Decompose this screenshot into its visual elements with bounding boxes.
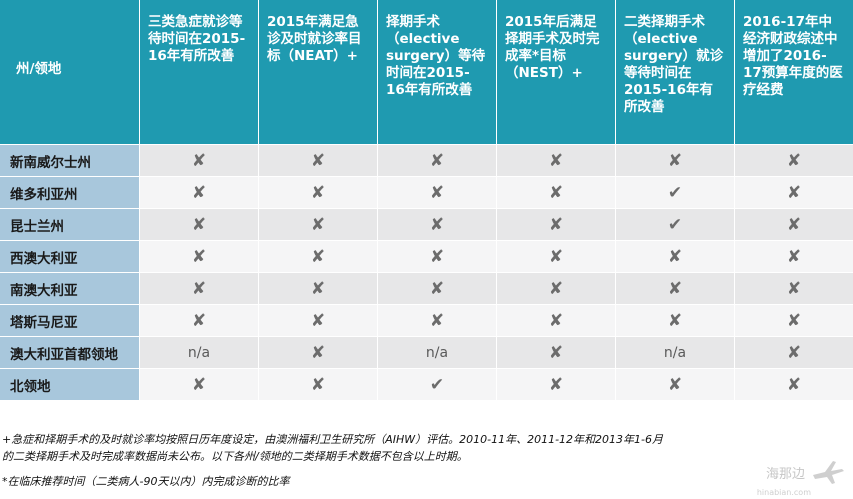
- footnote-line-1: +急症和择期手术的及时就诊率均按照日历年度设定，由澳洲福利卫生研究所（AIHW）…: [2, 433, 664, 446]
- table-cell: ✘: [377, 304, 496, 336]
- table-cell: n/a: [377, 336, 496, 368]
- table-cell: ✘: [377, 272, 496, 304]
- footnotes: +急症和择期手术的及时就诊率均按照日历年度设定，由澳洲福利卫生研究所（AIHW）…: [0, 431, 853, 490]
- table-cell: ✘: [615, 240, 734, 272]
- table-cell: ✘: [734, 240, 853, 272]
- table-cell: ✘: [258, 368, 377, 400]
- table-cell: ✘: [734, 272, 853, 304]
- table-cell: ✘: [734, 176, 853, 208]
- row-label: 澳大利亚首都领地: [0, 336, 139, 368]
- table-cell: ✘: [734, 144, 853, 176]
- table-cell: ✘: [139, 368, 258, 400]
- row-label: 塔斯马尼亚: [0, 304, 139, 336]
- table-cell: ✘: [377, 208, 496, 240]
- table-cell: ✘: [496, 304, 615, 336]
- airplane-icon: [811, 459, 845, 485]
- header-col-4: 2015年后满足择期手术及时完成率*目标（NEST）+: [496, 0, 615, 144]
- table-cell: ✘: [377, 144, 496, 176]
- header-col-5: 二类择期手术（elective surgery）就诊等待时间在2015-16年有…: [615, 0, 734, 144]
- row-label: 西澳大利亚: [0, 240, 139, 272]
- table-cell: ✘: [615, 144, 734, 176]
- table-cell: ✘: [258, 144, 377, 176]
- row-label: 新南威尔士州: [0, 144, 139, 176]
- header-state: 州/领地: [0, 0, 139, 144]
- row-label: 南澳大利亚: [0, 272, 139, 304]
- table-cell: ✘: [258, 208, 377, 240]
- table-cell: ✘: [377, 176, 496, 208]
- table-cell: n/a: [139, 336, 258, 368]
- header-col-3: 择期手术（elective surgery）等待时间在2015-16年有所改善: [377, 0, 496, 144]
- table-cell: ✘: [615, 272, 734, 304]
- table-cell: ✘: [139, 208, 258, 240]
- table-cell: ✘: [734, 304, 853, 336]
- table-cell: ✘: [377, 240, 496, 272]
- row-label: 北领地: [0, 368, 139, 400]
- table-cell: ✘: [615, 304, 734, 336]
- table-cell: ✘: [258, 176, 377, 208]
- table-cell: ✘: [615, 368, 734, 400]
- table-cell: ✘: [139, 304, 258, 336]
- table-cell: ✘: [139, 240, 258, 272]
- table-cell: ✘: [139, 176, 258, 208]
- comparison-table: 州/领地 三类急症就诊等待时间在2015-16年有所改善 2015年满足急诊及时…: [0, 0, 853, 400]
- row-label: 维多利亚州: [0, 176, 139, 208]
- table-cell: n/a: [615, 336, 734, 368]
- header-col-6: 2016-17年中经济财政综述中增加了2016-17预算年度的医疗经费: [734, 0, 853, 144]
- table-cell: ✘: [139, 144, 258, 176]
- row-label: 昆士兰州: [0, 208, 139, 240]
- table-cell: ✘: [496, 368, 615, 400]
- header-col-1: 三类急症就诊等待时间在2015-16年有所改善: [139, 0, 258, 144]
- header-col-2: 2015年满足急诊及时就诊率目标（NEAT）+: [258, 0, 377, 144]
- footnote-line-3: *在临床推荐时间（二类病人-90天以内）内完成诊断的比率: [2, 475, 290, 488]
- table-cell: ✘: [496, 208, 615, 240]
- table-cell: ✘: [258, 272, 377, 304]
- watermark-name: 海那边: [765, 466, 805, 482]
- table-cell: ✘: [496, 176, 615, 208]
- table-cell: ✘: [734, 208, 853, 240]
- table-cell: ✘: [734, 368, 853, 400]
- watermark: 海那边 hinabian.com: [757, 459, 845, 497]
- watermark-domain: hinabian.com: [756, 488, 811, 497]
- footnote-line-2: 的二类择期手术及时完成率数据尚未公布。以下各州/领地的二类择期手术数据不包含以上…: [2, 450, 468, 463]
- table-cell: ✘: [496, 336, 615, 368]
- table-cell: ✘: [258, 304, 377, 336]
- table-cell: ✔: [615, 208, 734, 240]
- table-cell: ✔: [377, 368, 496, 400]
- table-cell: ✘: [496, 144, 615, 176]
- table-cell: ✘: [258, 336, 377, 368]
- table-cell: ✘: [496, 240, 615, 272]
- table-cell: ✘: [258, 240, 377, 272]
- table-cell: ✔: [615, 176, 734, 208]
- table-cell: ✘: [139, 272, 258, 304]
- table-cell: ✘: [496, 272, 615, 304]
- table-cell: ✘: [734, 336, 853, 368]
